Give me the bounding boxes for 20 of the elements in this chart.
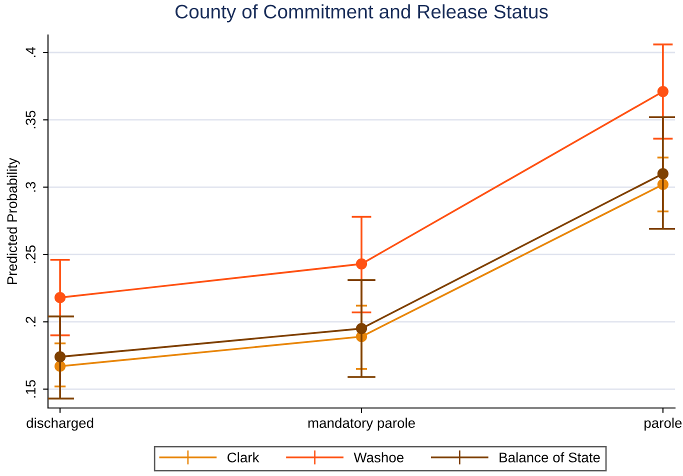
x-tick-label: parole bbox=[644, 418, 682, 431]
legend-label: Clark bbox=[228, 452, 260, 462]
y-tick-label: .4 bbox=[26, 47, 36, 58]
x-tick-label: mandatory parole bbox=[308, 418, 415, 431]
y-tick-label: .25 bbox=[26, 245, 36, 263]
y-tick-label: .35 bbox=[26, 110, 36, 128]
y-axis-title: Predicted Probability bbox=[6, 158, 20, 284]
y-tick-label: .3 bbox=[26, 182, 36, 192]
point bbox=[356, 258, 368, 270]
legend-label: Washoe bbox=[354, 452, 404, 462]
point bbox=[657, 168, 668, 180]
point bbox=[356, 322, 368, 334]
legend-label: Balance of State bbox=[500, 452, 600, 462]
point bbox=[657, 86, 668, 98]
x-tick-label: discharged bbox=[26, 418, 94, 431]
chart-title: County of Commitment and Release Status bbox=[176, 4, 548, 22]
y-tick-label: .15 bbox=[26, 380, 36, 398]
point bbox=[54, 351, 66, 362]
point bbox=[54, 292, 66, 304]
y-tick-label: .2 bbox=[26, 316, 36, 326]
